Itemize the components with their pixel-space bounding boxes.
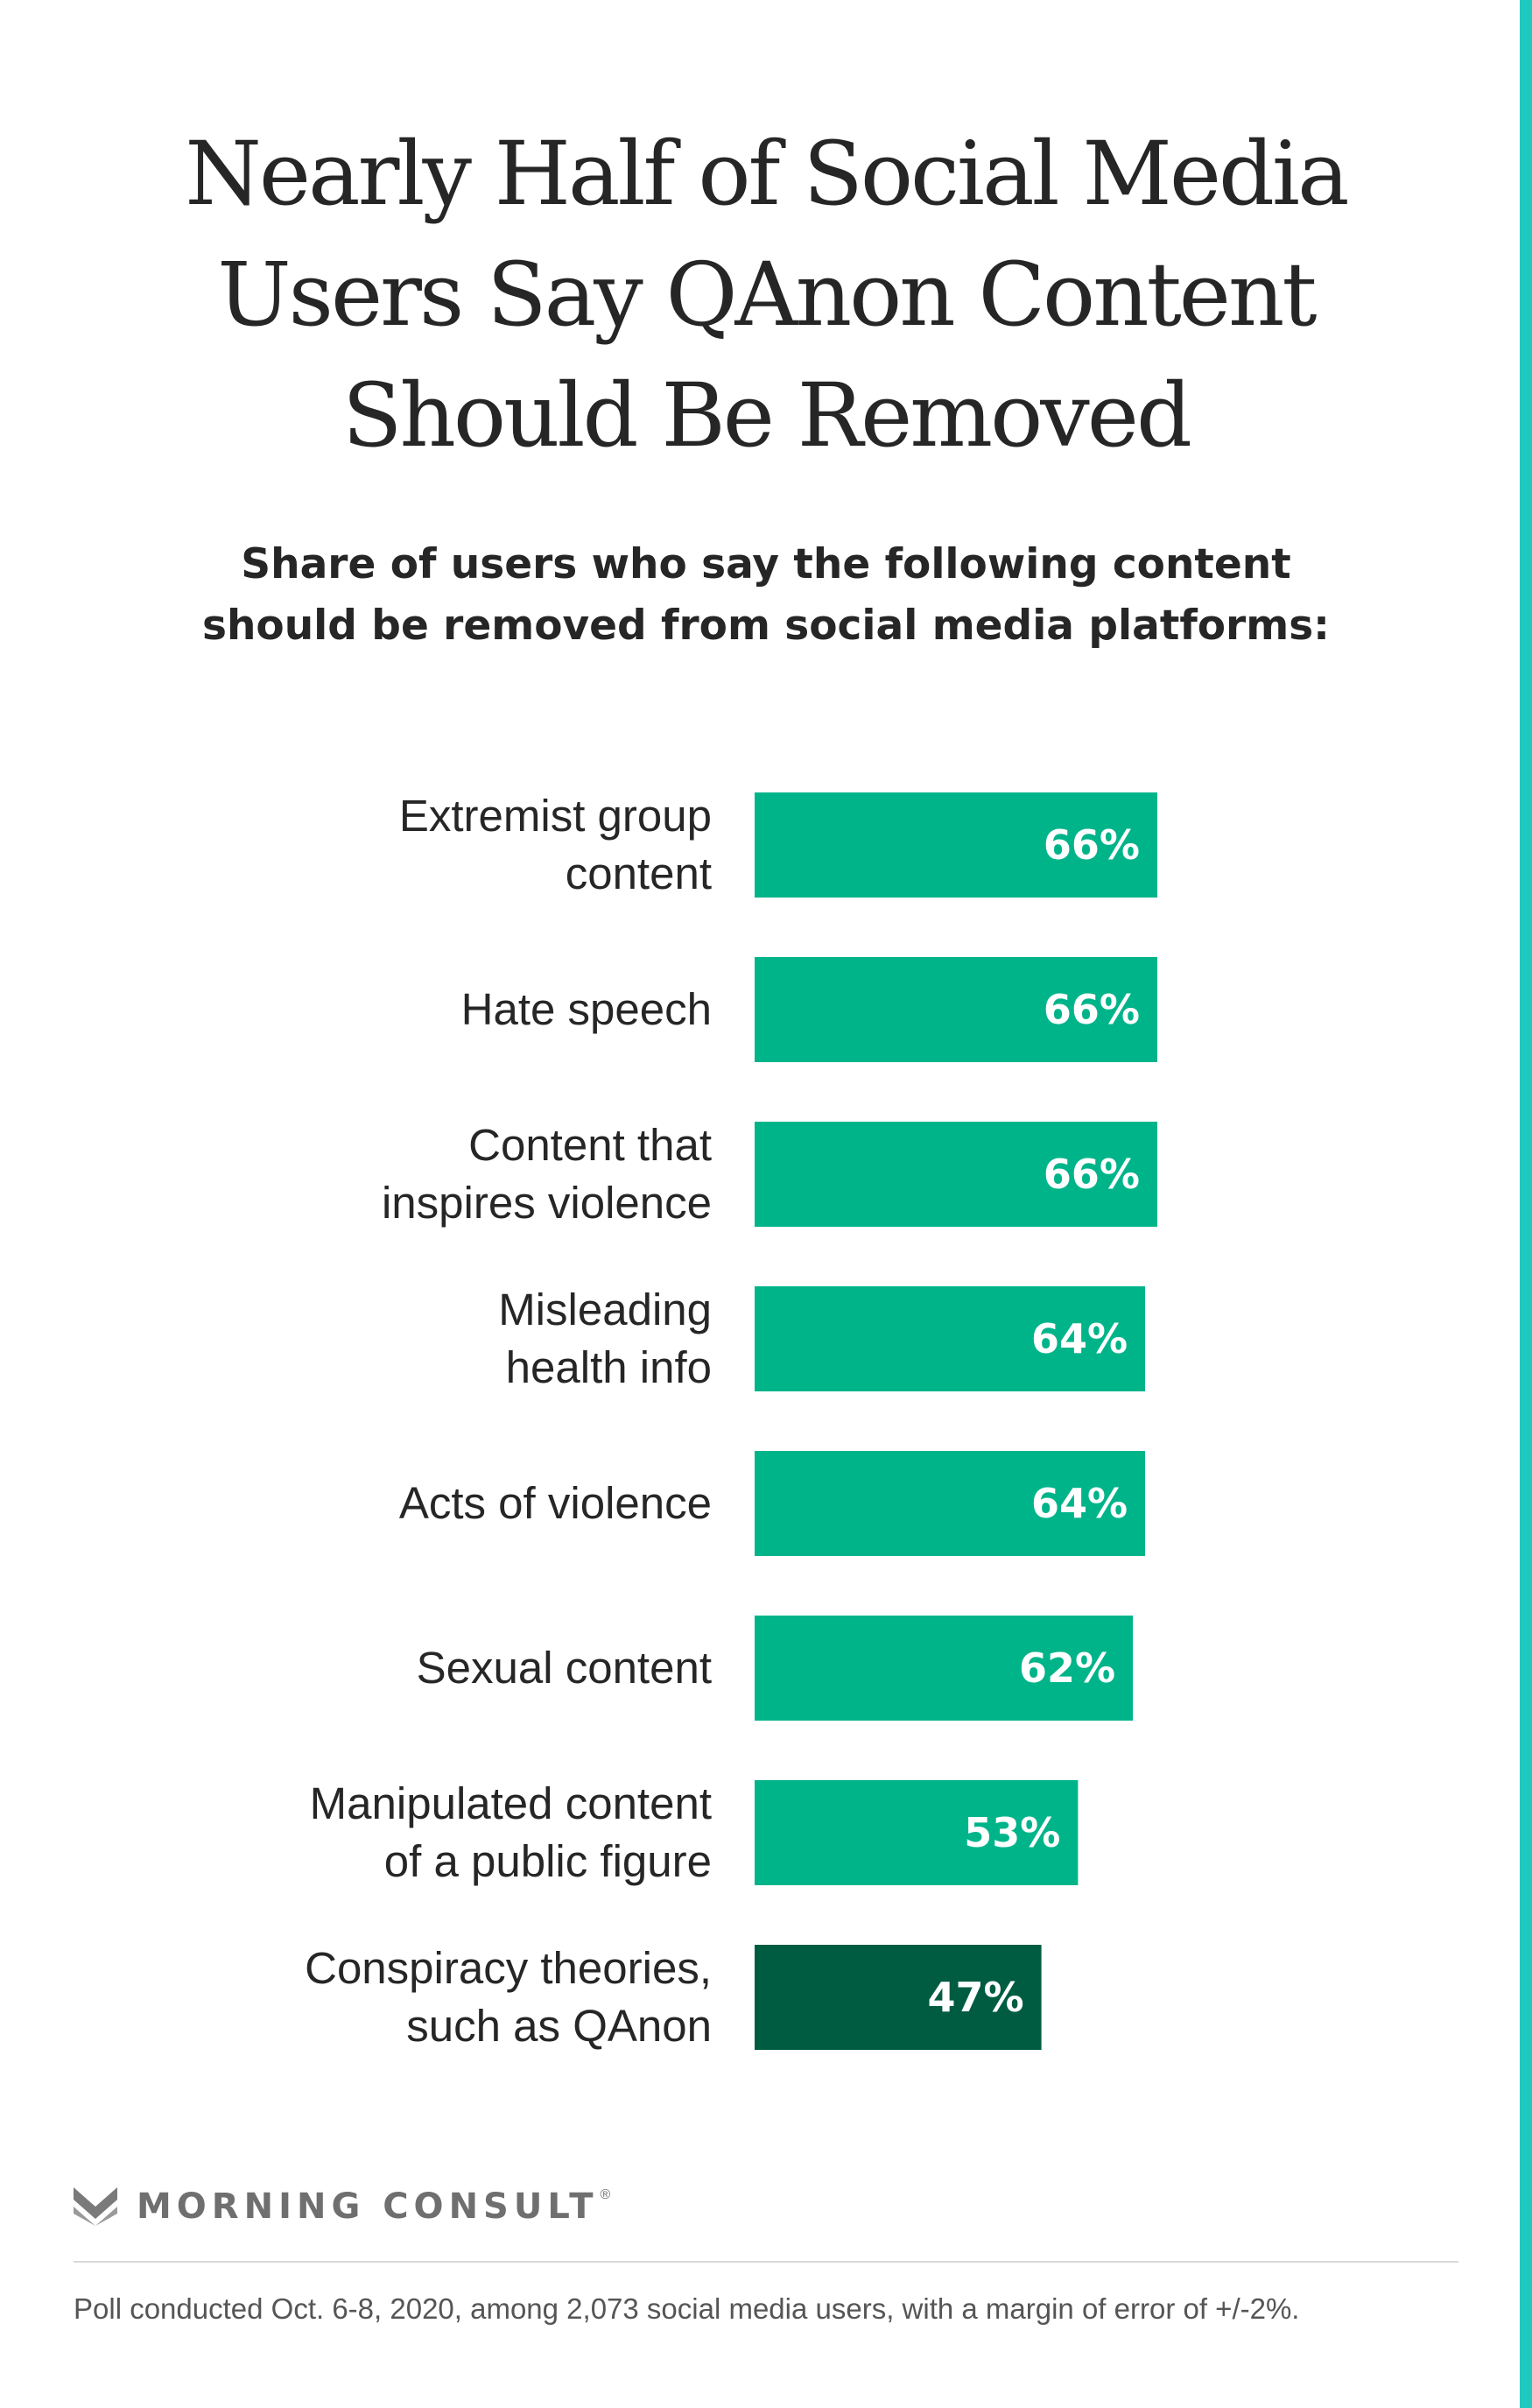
morning-consult-logo-icon — [74, 2187, 117, 2226]
category-label: Misleading — [498, 1285, 712, 1334]
bar-value-label: 66% — [1044, 1151, 1140, 1198]
chart-subtitle-line: Share of users who say the following con… — [241, 540, 1291, 588]
category-label: Manipulated content — [310, 1778, 712, 1828]
brand-logo: MORNING CONSULT ® — [74, 2180, 610, 2233]
chart-title: Nearly Half of Social Media Users Say QA… — [0, 114, 1532, 476]
chart-title-line: Users Say QAnon Content — [217, 243, 1317, 346]
bar — [755, 1616, 1134, 1721]
bar — [755, 1451, 1146, 1556]
category-label: Sexual content — [417, 1643, 712, 1693]
category-label: health info — [506, 1342, 712, 1392]
category-label: content — [566, 848, 712, 898]
category-label: Content that — [468, 1120, 712, 1170]
category-label: inspires violence — [382, 1178, 712, 1228]
bar-value-label: 64% — [1031, 1315, 1128, 1362]
brand-name: MORNING CONSULT — [137, 2186, 599, 2227]
chart-title-line: Should Be Removed — [342, 364, 1192, 467]
bar — [755, 1286, 1146, 1391]
methodology-footnote: Poll conducted Oct. 6-8, 2020, among 2,0… — [74, 2292, 1300, 2325]
bar — [755, 792, 1157, 898]
category-label: Conspiracy theories, — [305, 1943, 712, 1993]
bar-value-label: 66% — [1044, 986, 1140, 1033]
bar-value-label: 64% — [1031, 1480, 1128, 1527]
chart-subtitle-line: should be removed from social media plat… — [202, 602, 1330, 650]
bar-value-label: 62% — [1019, 1644, 1115, 1692]
bar — [755, 1945, 1042, 2050]
footer-divider — [74, 2261, 1458, 2263]
category-label: Hate speech — [461, 984, 712, 1034]
bar — [755, 957, 1157, 1062]
category-label: such as QAnon — [406, 2001, 712, 2051]
bar-value-label: 53% — [964, 1809, 1060, 1856]
bar-value-label: 66% — [1044, 821, 1140, 869]
category-label: Acts of violence — [399, 1478, 712, 1528]
category-label: of a public figure — [384, 1836, 712, 1886]
bar — [755, 1780, 1079, 1885]
brand-registered-mark: ® — [600, 2187, 611, 2202]
bar-value-label: 47% — [927, 1974, 1023, 2021]
bar — [755, 1122, 1157, 1227]
category-label: Extremist group — [399, 791, 712, 841]
chart-subtitle: Share of users who say the following con… — [0, 534, 1532, 657]
accent-edge-stripe — [1520, 0, 1532, 2408]
chart-title-line: Nearly Half of Social Media — [185, 123, 1349, 225]
